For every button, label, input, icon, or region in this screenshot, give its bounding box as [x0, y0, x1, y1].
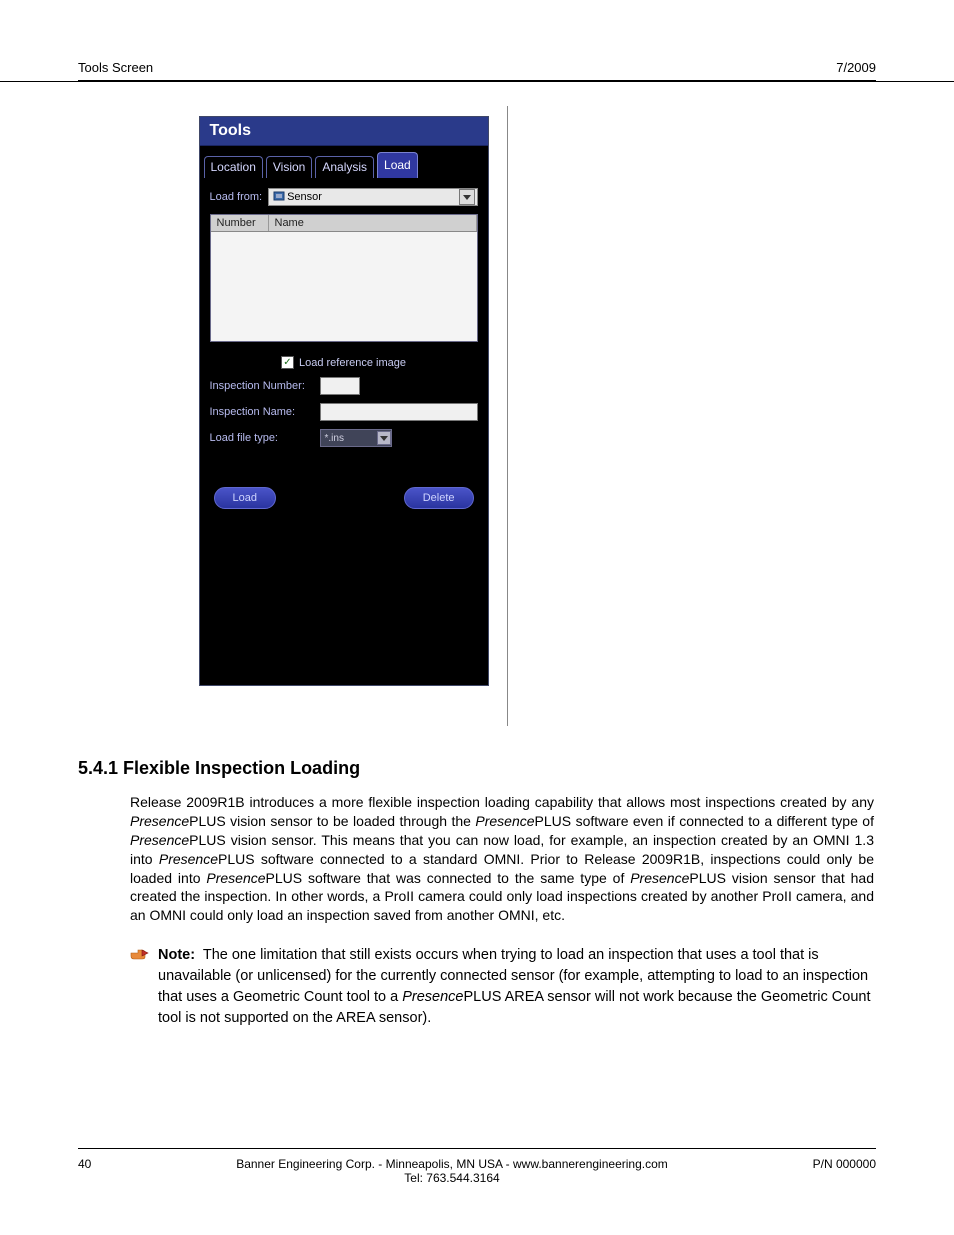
load-ref-label: Load reference image — [299, 357, 406, 369]
panel-lower-space — [210, 509, 478, 679]
header-left: Tools Screen — [78, 60, 153, 75]
insp-num-label: Inspection Number: — [210, 380, 312, 392]
load-from-value: Sensor — [287, 191, 322, 203]
pointing-hand-icon — [130, 947, 150, 961]
chevron-down-icon[interactable] — [459, 189, 475, 205]
footer-pn: P/N 000000 — [813, 1157, 876, 1185]
col-number: Number — [211, 215, 269, 231]
note-block: Note: The one limitation that still exis… — [130, 945, 874, 1029]
page-number: 40 — [78, 1157, 91, 1185]
inspection-list[interactable]: Number Name — [210, 214, 478, 342]
insp-name-label: Inspection Name: — [210, 406, 312, 418]
tools-title: Tools — [200, 117, 488, 146]
header-right: 7/2009 — [836, 60, 876, 75]
tabs: Location Vision Analysis Load — [200, 146, 488, 178]
tab-location[interactable]: Location — [204, 156, 263, 178]
section-paragraph: Release 2009R1B introduces a more flexib… — [130, 793, 874, 925]
section-heading: 5.4.1 Flexible Inspection Loading — [78, 758, 954, 779]
insp-num-input[interactable] — [320, 377, 360, 395]
tab-load[interactable]: Load — [377, 152, 418, 178]
sensor-icon — [273, 190, 287, 204]
tab-vision[interactable]: Vision — [266, 156, 312, 178]
col-name: Name — [269, 215, 477, 231]
file-type-value: *.ins — [325, 433, 344, 444]
footer-center-1: Banner Engineering Corp. - Minneapolis, … — [91, 1157, 812, 1171]
insp-name-input[interactable] — [320, 403, 478, 421]
file-type-dropdown[interactable]: *.ins — [320, 429, 392, 447]
chevron-down-icon[interactable] — [377, 431, 391, 445]
footer-center-2: Tel: 763.544.3164 — [91, 1171, 812, 1185]
file-type-label: Load file type: — [210, 432, 312, 444]
load-from-label: Load from: — [210, 191, 263, 203]
tab-analysis[interactable]: Analysis — [315, 156, 374, 178]
tools-screenshot: Tools Location Vision Analysis Load Load… — [180, 106, 508, 726]
note-label: Note: — [158, 947, 195, 963]
delete-button[interactable]: Delete — [404, 487, 474, 509]
load-button[interactable]: Load — [214, 487, 276, 509]
list-body[interactable] — [211, 232, 477, 341]
load-from-dropdown[interactable]: Sensor — [268, 188, 477, 206]
load-ref-checkbox[interactable]: ✓ — [281, 356, 294, 369]
